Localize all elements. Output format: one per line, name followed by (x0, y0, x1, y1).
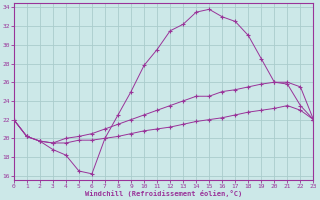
X-axis label: Windchill (Refroidissement éolien,°C): Windchill (Refroidissement éolien,°C) (85, 190, 242, 197)
